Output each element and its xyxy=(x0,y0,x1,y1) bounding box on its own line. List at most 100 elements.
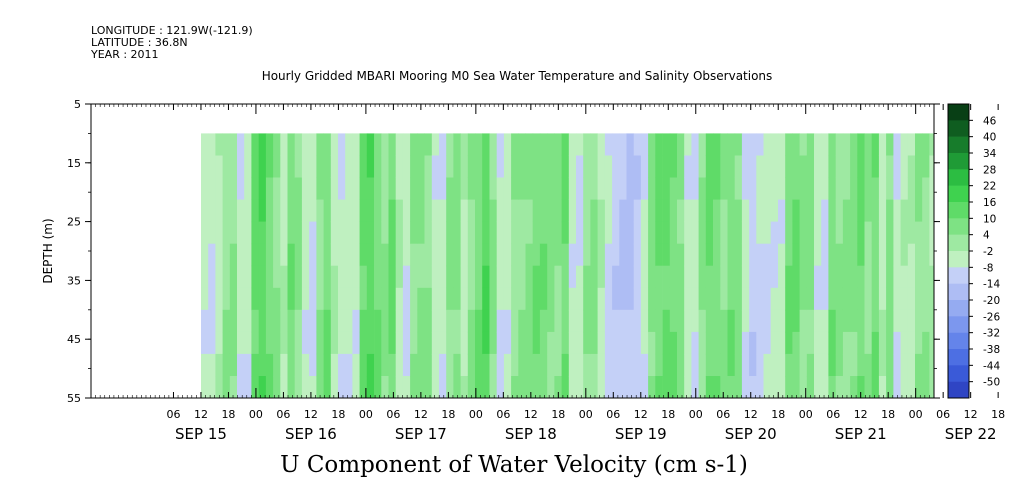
heatmap-cell xyxy=(244,376,252,399)
heatmap-cell xyxy=(381,155,389,178)
heatmap-cell xyxy=(749,309,757,333)
heatmap-cell xyxy=(460,133,469,156)
heatmap-cell xyxy=(439,199,447,223)
heatmap-cell xyxy=(785,309,793,333)
variable-title-text: U Component of Water Velocity (cm s-1) xyxy=(280,452,748,478)
heatmap-cell xyxy=(273,133,281,156)
heatmap-cell xyxy=(871,353,880,377)
heatmap-cell xyxy=(698,177,707,200)
heatmap-cell xyxy=(338,376,346,399)
heatmap-cell xyxy=(489,265,498,289)
colorbar-label: -20 xyxy=(983,295,1000,307)
heatmap-cell xyxy=(633,243,642,267)
heatmap-cell xyxy=(590,287,598,311)
colorbar-swatch xyxy=(948,185,969,203)
heatmap-cell xyxy=(453,221,461,245)
heatmap-cell xyxy=(705,155,714,178)
heatmap-cell xyxy=(590,309,598,333)
heatmap-cell xyxy=(424,221,433,245)
heatmap-cell xyxy=(677,265,685,289)
y-tick-label: 45 xyxy=(67,333,81,346)
heatmap-cell xyxy=(814,177,822,200)
heatmap-cell xyxy=(734,155,743,178)
heatmap-cell xyxy=(792,376,800,399)
heatmap-cell xyxy=(821,177,829,200)
heatmap-cell xyxy=(402,309,411,333)
heatmap-cell xyxy=(864,221,873,245)
heatmap-cell xyxy=(806,287,815,311)
heatmap-cell xyxy=(374,243,382,267)
heatmap-cell xyxy=(309,265,317,289)
heatmap-cell xyxy=(229,265,238,289)
heatmap-cell xyxy=(215,155,223,178)
heatmap-cell xyxy=(316,133,324,156)
heatmap-cell xyxy=(626,376,635,399)
heatmap-cell xyxy=(287,133,296,156)
colorbar-swatch xyxy=(948,153,969,170)
heatmap-cell xyxy=(929,265,935,289)
heatmap-cell xyxy=(900,133,909,156)
heatmap-cell xyxy=(929,353,935,377)
colorbar-swatch xyxy=(948,234,969,252)
heatmap-cell xyxy=(410,133,418,156)
heatmap-cell xyxy=(222,287,231,311)
heatmap-cell xyxy=(482,133,490,156)
heatmap-cell xyxy=(576,243,584,267)
heatmap-cell xyxy=(677,221,685,245)
heatmap-cell xyxy=(374,133,382,156)
heatmap-cell xyxy=(619,265,627,289)
heatmap-cell xyxy=(691,353,699,377)
heatmap-cell xyxy=(741,199,750,223)
heatmap-cell xyxy=(496,221,505,245)
heatmap-cell xyxy=(850,243,858,267)
heatmap-cell xyxy=(258,309,267,333)
heatmap-cell xyxy=(424,287,433,311)
heatmap-cell xyxy=(568,265,577,289)
heatmap-cell xyxy=(424,177,433,200)
heatmap-cell xyxy=(568,155,577,178)
heatmap-cell xyxy=(446,376,454,399)
heatmap-cell xyxy=(352,376,360,399)
heatmap-cell xyxy=(547,309,555,333)
heatmap-cell xyxy=(576,221,584,245)
year-label: YEAR : 2011 xyxy=(91,48,159,61)
heatmap-cell xyxy=(222,353,231,377)
colorbar-swatch xyxy=(948,316,969,333)
heatmap-cell xyxy=(864,155,873,178)
heatmap-cell xyxy=(655,199,663,223)
heatmap-cell xyxy=(648,133,656,156)
heatmap-cell xyxy=(741,376,750,399)
heatmap-cell xyxy=(417,155,425,178)
heatmap-cell xyxy=(345,243,353,267)
heatmap-cell xyxy=(453,376,461,399)
heatmap-cell xyxy=(244,133,252,156)
heatmap-cell xyxy=(677,331,685,355)
heatmap-cell xyxy=(532,309,541,333)
heatmap-cell xyxy=(330,155,339,178)
heatmap-cell xyxy=(388,353,397,377)
heatmap-cell xyxy=(381,376,389,399)
heatmap-cell xyxy=(734,243,743,267)
heatmap-cell xyxy=(475,199,483,223)
heatmap-cell xyxy=(201,199,209,223)
heatmap-cell xyxy=(655,331,663,355)
heatmap-cell xyxy=(677,309,685,333)
heatmap-cell xyxy=(388,309,397,333)
x-hour-tick-label: 00 xyxy=(469,408,483,421)
x-date-label: SEP 19 xyxy=(615,425,667,443)
heatmap-cell xyxy=(806,155,815,178)
heatmap-cell xyxy=(330,133,339,156)
heatmap-cell xyxy=(705,243,714,267)
heatmap-cell xyxy=(446,265,454,289)
heatmap-cell xyxy=(597,199,606,223)
y-tick-label: 35 xyxy=(67,274,81,287)
x-hour-tick-label: 06 xyxy=(716,408,730,421)
heatmap-cell xyxy=(893,353,901,377)
heatmap-cell xyxy=(511,309,519,333)
heatmap-cell xyxy=(785,221,793,245)
heatmap-cell xyxy=(705,199,714,223)
heatmap-cell xyxy=(323,133,332,156)
heatmap-cell xyxy=(402,331,411,355)
heatmap-cell xyxy=(222,133,231,156)
heatmap-cell xyxy=(222,155,231,178)
